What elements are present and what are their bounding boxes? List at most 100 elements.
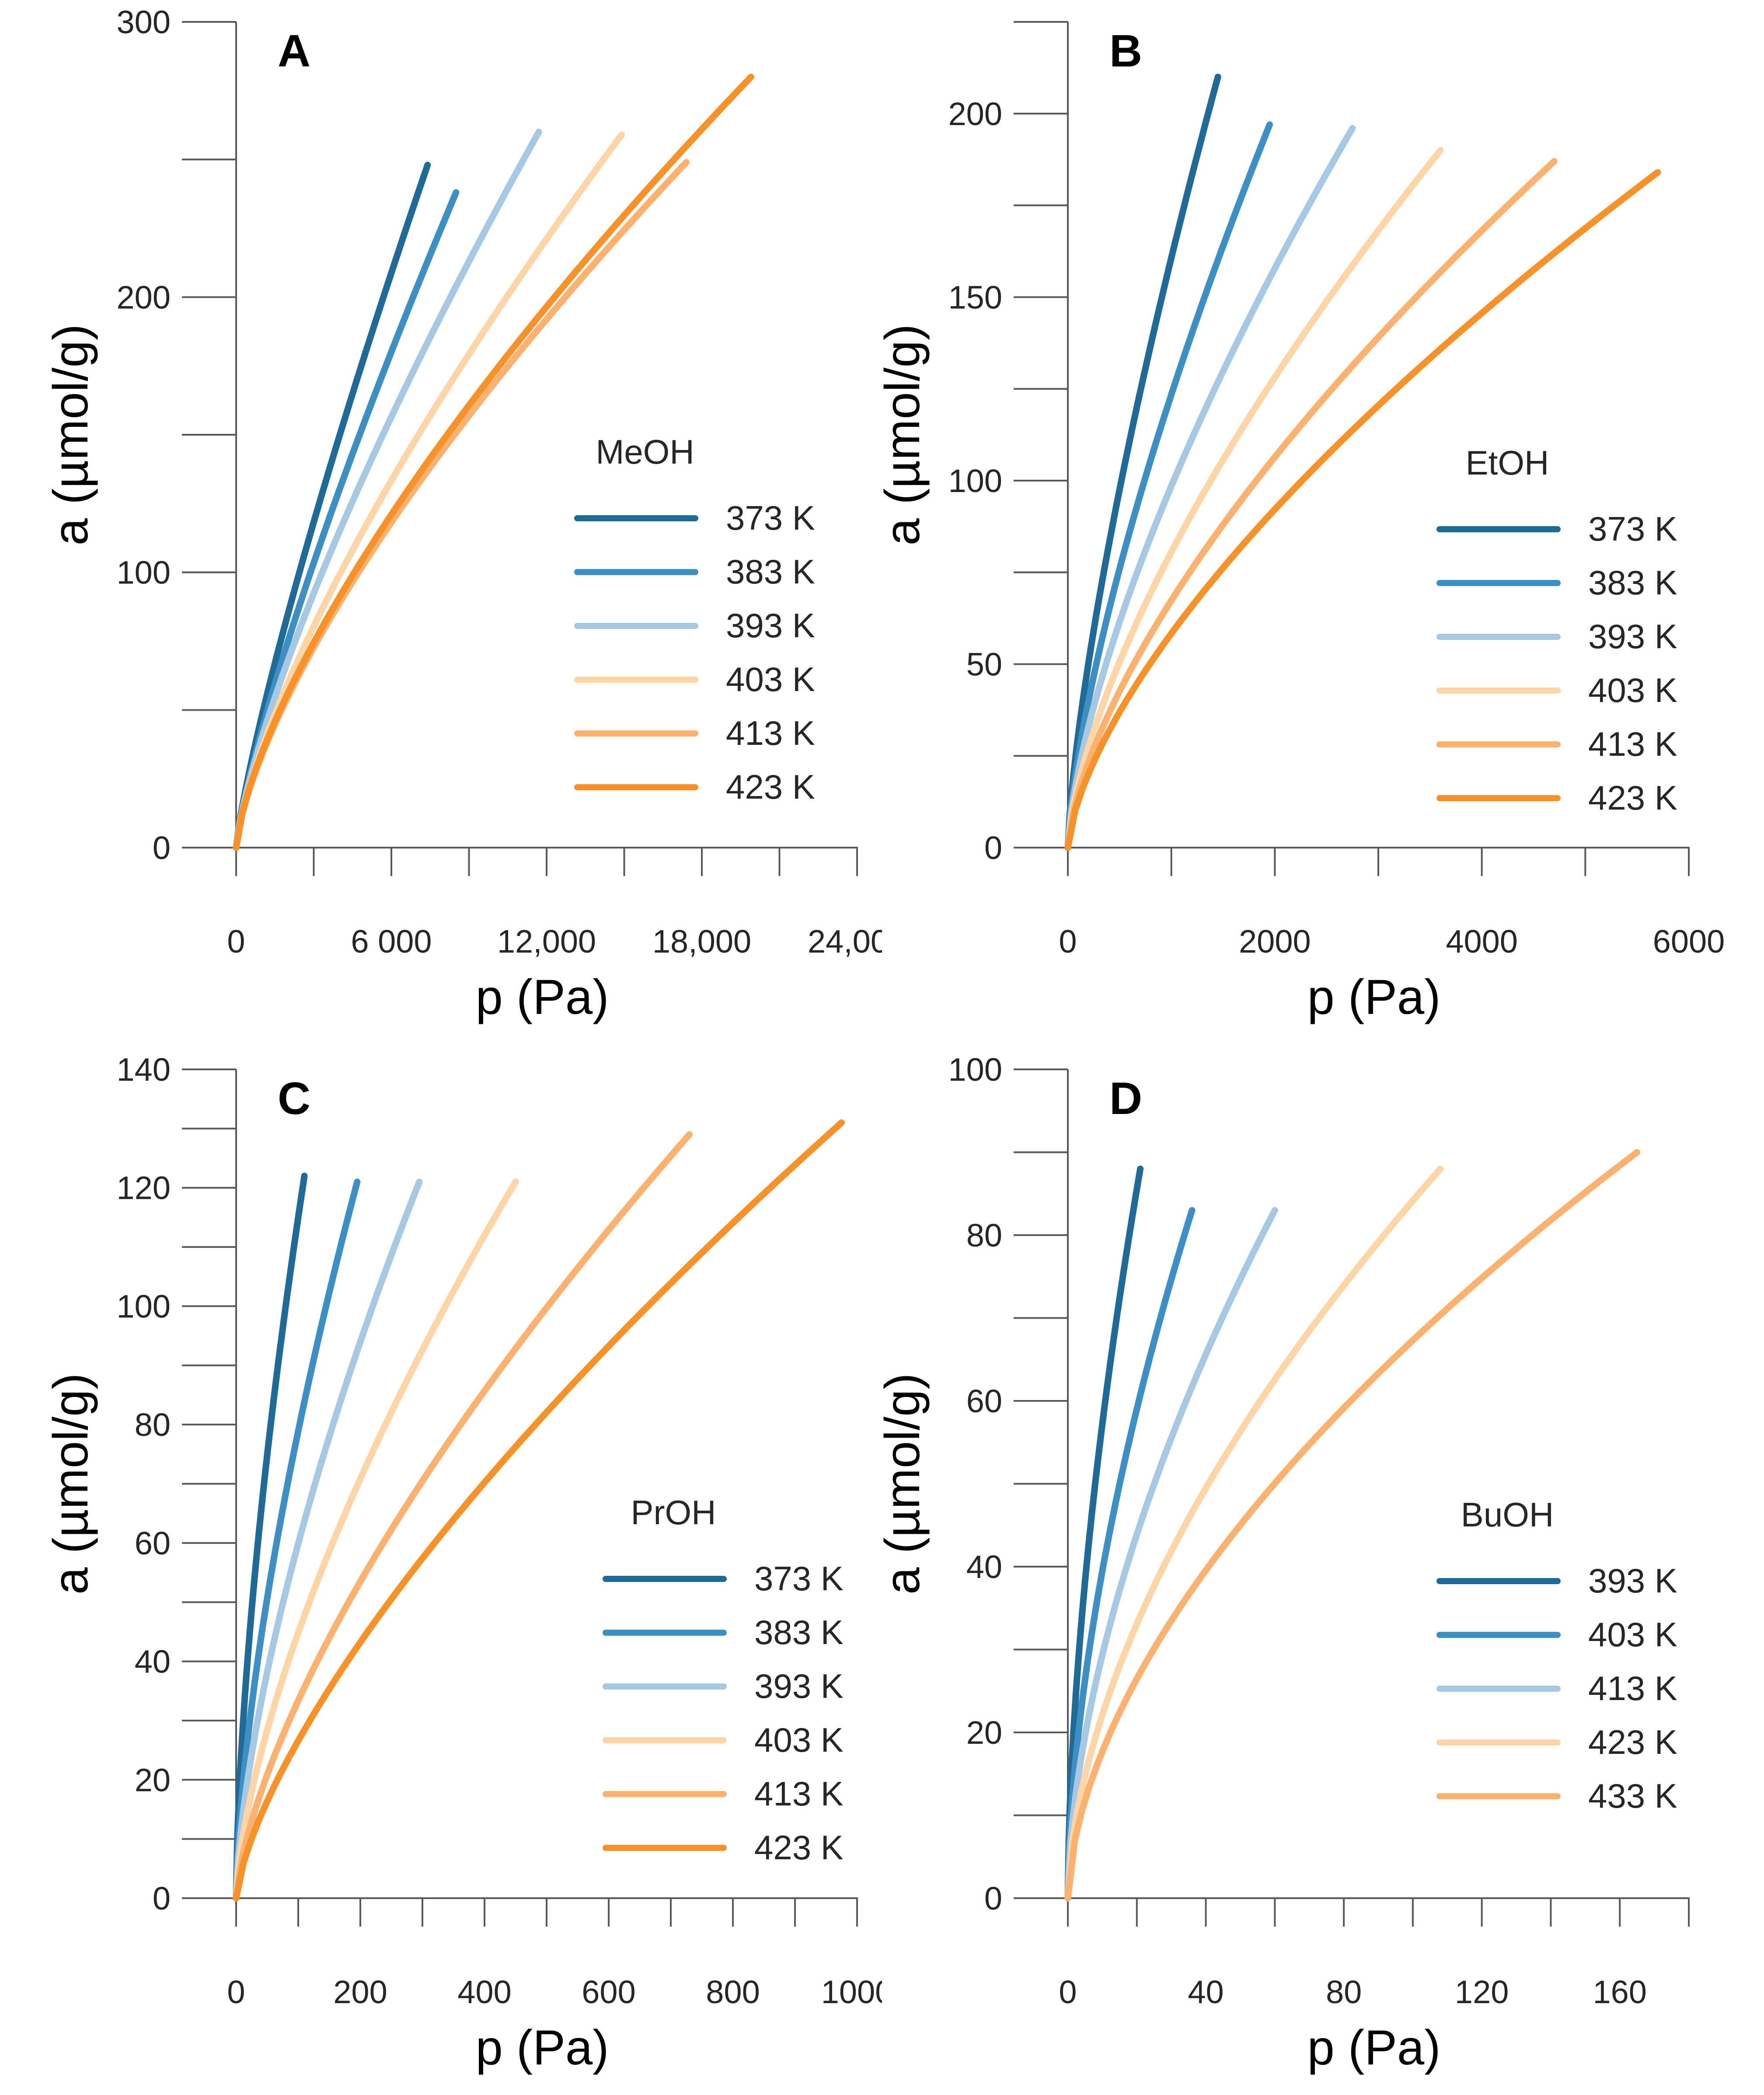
y-tick-label: 200	[117, 279, 171, 315]
x-tick-label: 2000	[1239, 923, 1311, 960]
x-tick-label: 12,000	[497, 923, 596, 960]
legend-label: 393 K	[754, 1667, 844, 1705]
series-line-393-k	[233, 129, 542, 851]
legend-label: 373 K	[754, 1559, 844, 1598]
panel-letter: D	[1109, 1073, 1142, 1124]
legend-label: 413 K	[726, 714, 815, 752]
series-line-373-k	[233, 1173, 308, 1902]
y-tick-label: 50	[966, 646, 1002, 682]
y-tick-label: 0	[153, 1880, 171, 1917]
x-tick-label: 0	[227, 923, 245, 960]
y-axis-title: a (µmol/g)	[882, 324, 930, 545]
y-tick-label: 0	[984, 830, 1002, 866]
x-tick-label: 4000	[1446, 923, 1518, 960]
chart-d: 0 20 40 60 80 100 0 40 80 120 160 p (Pa) a (µmol/g) D…	[882, 1051, 1690, 2075]
legend-title: MeOH	[596, 433, 694, 471]
legend-label: 393 K	[726, 606, 815, 645]
legend-label: 373 K	[1588, 510, 1677, 548]
y-tick-label: 100	[117, 1288, 171, 1324]
y-tick-label: 140	[117, 1051, 171, 1088]
legend-label: 423 K	[726, 768, 815, 806]
legend-label: 413 K	[754, 1774, 844, 1813]
y-tick-label: 80	[135, 1407, 171, 1443]
x-tick-label: 400	[457, 1974, 511, 2010]
legend-label: 413 K	[1588, 1669, 1677, 1707]
x-tick-label: 200	[333, 1974, 387, 2010]
legend-label: 413 K	[1588, 725, 1677, 763]
y-tick-label: 60	[135, 1525, 171, 1561]
legend-label: 373 K	[726, 499, 815, 537]
x-tick-label: 6 000	[351, 923, 432, 960]
series-line-383-k	[1064, 121, 1273, 851]
x-tick-label: 160	[1593, 1974, 1646, 2010]
series-line-403-k	[233, 131, 625, 851]
legend-label: 393 K	[1588, 617, 1677, 656]
x-axis-title: p (Pa)	[476, 2020, 609, 2075]
x-tick-label: 120	[1455, 1974, 1509, 2010]
legend-title: EtOH	[1466, 443, 1549, 482]
y-tick-label: 0	[984, 1880, 1002, 1917]
y-tick-label: 120	[117, 1170, 171, 1206]
legend-label: 403 K	[1588, 671, 1677, 709]
panel-letter: C	[278, 1073, 310, 1124]
x-tick-label: 18,000	[652, 923, 751, 960]
y-tick-label: 40	[135, 1644, 171, 1680]
series-line-423-k	[1064, 1165, 1444, 1902]
series-line-433-k	[1064, 1149, 1641, 1902]
series-line-403-k	[233, 1178, 519, 1902]
series-line-413-k	[1064, 158, 1558, 851]
x-tick-label: 40	[1188, 1974, 1224, 2010]
y-tick-label: 40	[966, 1549, 1002, 1585]
series-line-413-k	[233, 1131, 693, 1902]
y-tick-label: 100	[948, 1051, 1002, 1088]
series-line-393-k	[1064, 125, 1356, 851]
x-axis-title: p (Pa)	[1307, 970, 1441, 1024]
x-tick-label: 6000	[1653, 923, 1725, 960]
legend-label: 403 K	[1588, 1615, 1677, 1654]
panel-letter: A	[278, 26, 310, 77]
x-axis-title: p (Pa)	[476, 970, 609, 1024]
panel-a-meoh: 0 100 200 300 0 6 000 12,000 18,000 24,000 p (Pa)…	[0, 0, 882, 1048]
y-axis-title: a (µmol/g)	[43, 1373, 98, 1594]
legend-title: BuOH	[1461, 1495, 1554, 1534]
legend-label: 423 K	[1588, 779, 1677, 817]
series-line-403-k	[1064, 147, 1444, 851]
legend-label: 403 K	[754, 1721, 844, 1759]
y-tick-label: 150	[948, 279, 1002, 315]
panel-letter: B	[1109, 26, 1142, 77]
x-tick-label: 24,000	[808, 923, 882, 960]
x-tick-label: 80	[1326, 1974, 1362, 2010]
series-line-383-k	[233, 1178, 361, 1902]
panel-d-buoh: 0 20 40 60 80 100 0 40 80 120 160 p (Pa) a (µmol/g) D…	[882, 1048, 1764, 2095]
y-tick-label: 80	[966, 1217, 1002, 1254]
x-tick-label: 0	[1059, 923, 1077, 960]
x-tick-label: 800	[706, 1974, 760, 2010]
y-tick-label: 300	[117, 4, 171, 40]
series-line-373-k	[233, 161, 431, 851]
y-axis-title: a (µmol/g)	[43, 324, 98, 545]
legend-label: 423 K	[1588, 1723, 1677, 1761]
series-line-413-k	[1064, 1207, 1278, 1902]
series-line-423-k	[233, 73, 754, 851]
y-tick-label: 100	[117, 555, 171, 591]
y-tick-label: 0	[153, 830, 171, 866]
legend-label: 423 K	[754, 1828, 844, 1867]
series-line-393-k	[233, 1178, 423, 1902]
legend-label: 383 K	[1588, 563, 1677, 602]
y-axis-title: a (µmol/g)	[882, 1373, 930, 1594]
y-tick-label: 60	[966, 1383, 1002, 1419]
series-line-373-k	[1064, 73, 1221, 851]
y-tick-label: 100	[948, 463, 1002, 499]
legend-label: 383 K	[726, 552, 815, 591]
x-tick-label: 0	[1059, 1974, 1077, 2010]
legend-label: 403 K	[726, 660, 815, 698]
y-tick-label: 20	[135, 1762, 171, 1798]
legend-label: 393 K	[1588, 1561, 1677, 1600]
y-tick-label: 200	[948, 96, 1002, 132]
x-tick-label: 0	[227, 1974, 245, 2010]
legend-title: PrOH	[631, 1493, 716, 1532]
